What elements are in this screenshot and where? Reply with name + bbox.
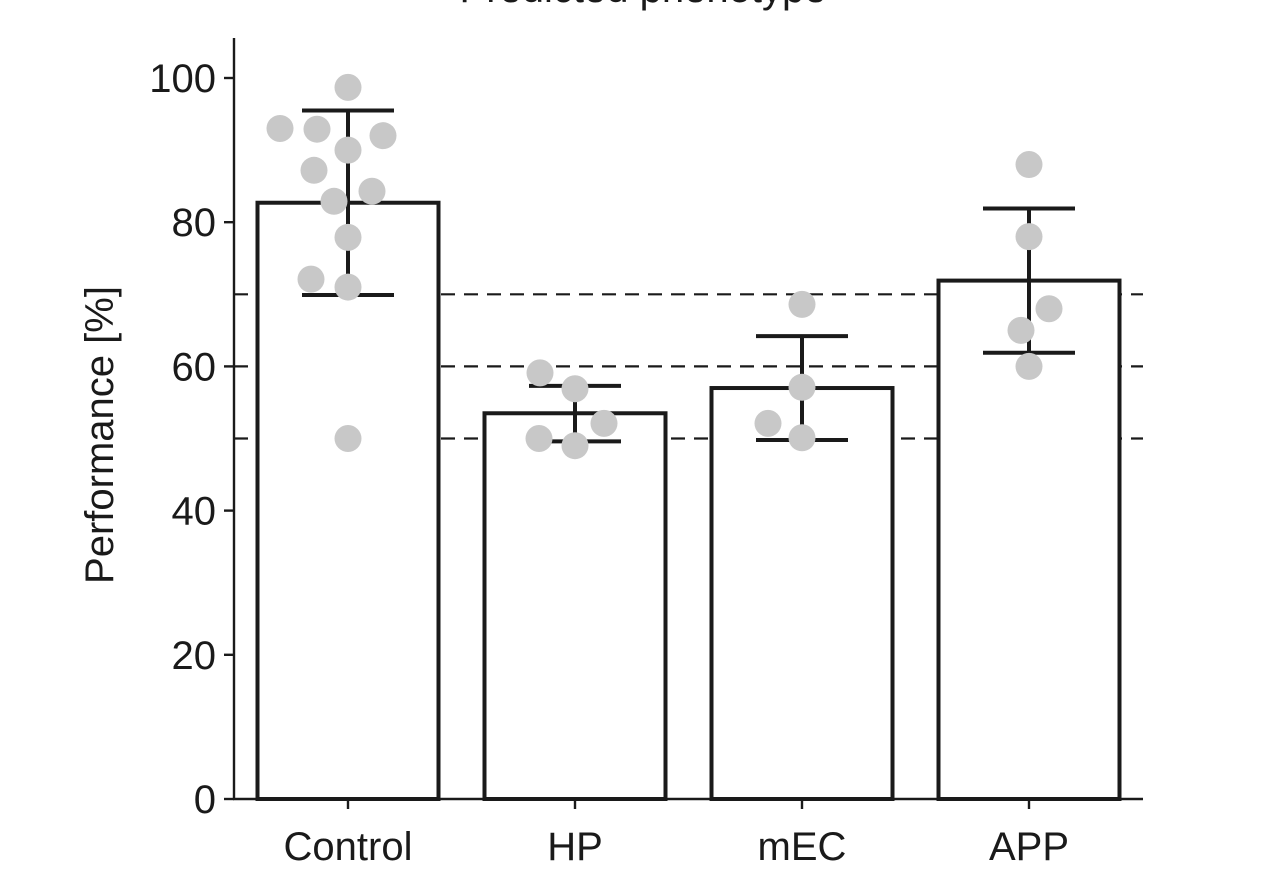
data-point: [334, 136, 362, 164]
data-points: [266, 73, 1063, 460]
data-point: [320, 187, 348, 215]
bar: [709, 386, 895, 801]
x-tick-label: APP: [989, 825, 1069, 869]
data-point: [334, 425, 362, 452]
data-point: [754, 409, 782, 437]
y-tick-label: 100: [149, 57, 216, 101]
data-point: [590, 409, 618, 437]
y-tick-label: 0: [194, 778, 216, 822]
data-point: [369, 122, 397, 150]
data-point: [1015, 151, 1043, 179]
y-axis-ticks: 0 20 40 60 80 100: [149, 57, 234, 822]
bars: [255, 200, 1122, 802]
x-axis-ticks: Control HP mEC APP: [284, 799, 1069, 869]
data-point: [334, 223, 362, 251]
y-tick-label: 80: [172, 201, 217, 245]
x-tick-label: Control: [284, 825, 413, 869]
data-point: [788, 290, 816, 318]
data-point: [358, 177, 386, 205]
data-point: [788, 373, 816, 401]
data-point: [561, 432, 589, 460]
data-point: [334, 73, 362, 101]
bar: [482, 411, 668, 801]
data-point: [525, 425, 553, 452]
data-point: [561, 375, 589, 403]
data-point: [1035, 295, 1063, 323]
x-tick-label: HP: [547, 825, 603, 869]
data-point: [300, 156, 328, 184]
data-point: [334, 273, 362, 301]
data-point: [526, 359, 554, 387]
chart-title: Predicted phenotype: [460, 0, 827, 11]
axes: [232, 38, 1143, 801]
data-point: [1015, 352, 1043, 380]
data-point: [1015, 223, 1043, 251]
y-axis-title: Performance [%]: [78, 286, 122, 584]
y-tick-label: 20: [172, 634, 217, 678]
x-tick-label: mEC: [758, 825, 847, 869]
data-point: [297, 265, 325, 293]
data-point: [266, 114, 294, 142]
data-point: [303, 115, 331, 143]
y-tick-label: 40: [172, 490, 217, 534]
data-point: [1007, 316, 1035, 344]
y-tick-label: 60: [172, 345, 217, 389]
data-point: [788, 424, 816, 452]
